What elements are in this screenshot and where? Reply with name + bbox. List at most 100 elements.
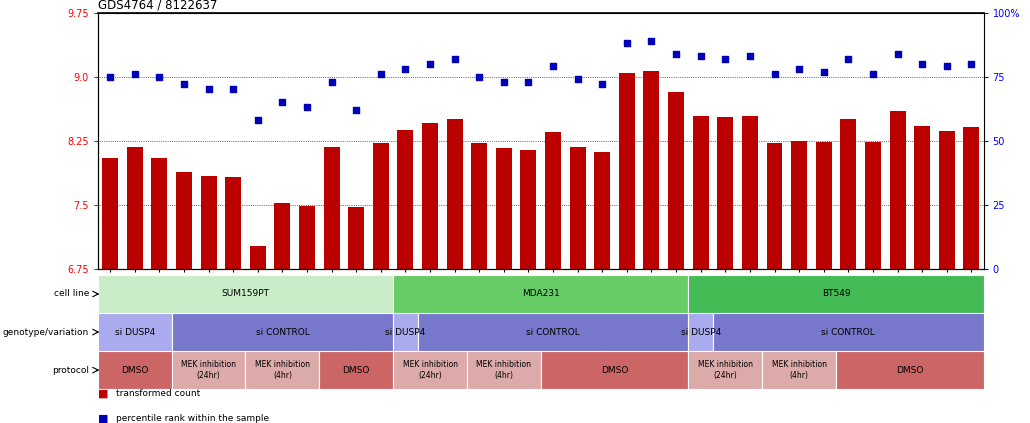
Text: DMSO: DMSO	[343, 365, 370, 375]
Bar	[245, 351, 319, 389]
Point	[570, 76, 586, 82]
Text: cell line: cell line	[54, 289, 89, 299]
Point	[127, 71, 143, 77]
Bar	[836, 351, 984, 389]
Bar	[742, 116, 758, 269]
Point	[520, 78, 537, 85]
Text: si DUSP4: si DUSP4	[385, 327, 425, 337]
Point	[619, 40, 636, 47]
Point	[151, 73, 168, 80]
Text: MEK inhibition
(24hr): MEK inhibition (24hr)	[181, 360, 236, 380]
Bar	[176, 172, 192, 269]
Bar	[201, 176, 216, 269]
Point	[938, 63, 955, 70]
Bar	[472, 143, 487, 269]
Bar	[422, 123, 438, 269]
Text: genotype/variation: genotype/variation	[3, 327, 89, 337]
Bar	[418, 313, 688, 351]
Bar	[717, 117, 733, 269]
Point	[816, 68, 832, 75]
Bar	[840, 119, 856, 269]
Bar	[319, 351, 393, 389]
Point	[495, 78, 512, 85]
Bar	[172, 313, 393, 351]
Bar	[619, 73, 634, 269]
Point	[864, 71, 881, 77]
Bar	[398, 129, 413, 269]
Point	[274, 99, 290, 106]
Point	[446, 55, 462, 62]
Point	[102, 73, 118, 80]
Bar	[688, 351, 762, 389]
Bar	[890, 111, 905, 269]
Text: MEK inhibition
(4hr): MEK inhibition (4hr)	[476, 360, 531, 380]
Point	[594, 81, 611, 88]
Text: MEK inhibition
(24hr): MEK inhibition (24hr)	[403, 360, 457, 380]
Point	[545, 63, 561, 70]
Bar	[393, 313, 418, 351]
Bar	[915, 126, 930, 269]
Text: DMSO: DMSO	[122, 365, 148, 375]
Bar	[447, 119, 462, 269]
Point	[692, 53, 709, 60]
Point	[348, 107, 365, 113]
Bar	[766, 143, 783, 269]
Text: MDA231: MDA231	[522, 289, 559, 299]
Text: DMSO: DMSO	[896, 365, 924, 375]
Bar	[668, 92, 684, 269]
Text: GDS4764 / 8122637: GDS4764 / 8122637	[98, 0, 217, 11]
Point	[963, 60, 980, 67]
Text: protocol: protocol	[52, 365, 89, 375]
Point	[643, 38, 659, 44]
Bar	[98, 275, 393, 313]
Point	[225, 86, 241, 93]
Text: si CONTROL: si CONTROL	[822, 327, 876, 337]
Point	[914, 60, 930, 67]
Point	[840, 55, 857, 62]
Point	[667, 50, 684, 57]
Text: si DUSP4: si DUSP4	[681, 327, 721, 337]
Bar	[713, 313, 984, 351]
Text: transformed count: transformed count	[116, 389, 201, 398]
Bar	[816, 142, 831, 269]
Text: BT549: BT549	[822, 289, 851, 299]
Bar	[594, 152, 610, 269]
Bar	[98, 351, 172, 389]
Text: si CONTROL: si CONTROL	[255, 327, 309, 337]
Bar	[495, 148, 512, 269]
Bar	[299, 206, 315, 269]
Bar	[791, 141, 808, 269]
Point	[421, 60, 438, 67]
Point	[742, 53, 758, 60]
Bar	[688, 275, 984, 313]
Bar	[541, 351, 688, 389]
Point	[791, 66, 808, 72]
Bar	[98, 313, 172, 351]
Bar	[393, 351, 467, 389]
Text: MEK inhibition
(4hr): MEK inhibition (4hr)	[771, 360, 827, 380]
Bar	[127, 147, 143, 269]
Bar	[693, 116, 709, 269]
Text: percentile rank within the sample: percentile rank within the sample	[116, 414, 270, 423]
Text: DMSO: DMSO	[600, 365, 628, 375]
Point	[471, 73, 487, 80]
Bar	[226, 177, 241, 269]
Bar	[963, 127, 980, 269]
Point	[200, 86, 216, 93]
Bar	[467, 351, 541, 389]
Point	[323, 78, 340, 85]
Text: MEK inhibition
(24hr): MEK inhibition (24hr)	[697, 360, 753, 380]
Point	[176, 81, 193, 88]
Bar	[151, 158, 167, 269]
Point	[766, 71, 783, 77]
Point	[889, 50, 905, 57]
Bar	[102, 158, 118, 269]
Point	[373, 71, 389, 77]
Text: MEK inhibition
(4hr): MEK inhibition (4hr)	[254, 360, 310, 380]
Bar	[250, 246, 266, 269]
Text: si CONTROL: si CONTROL	[526, 327, 580, 337]
Text: SUM159PT: SUM159PT	[221, 289, 270, 299]
Bar	[274, 203, 290, 269]
Bar	[688, 313, 713, 351]
Bar	[545, 132, 561, 269]
